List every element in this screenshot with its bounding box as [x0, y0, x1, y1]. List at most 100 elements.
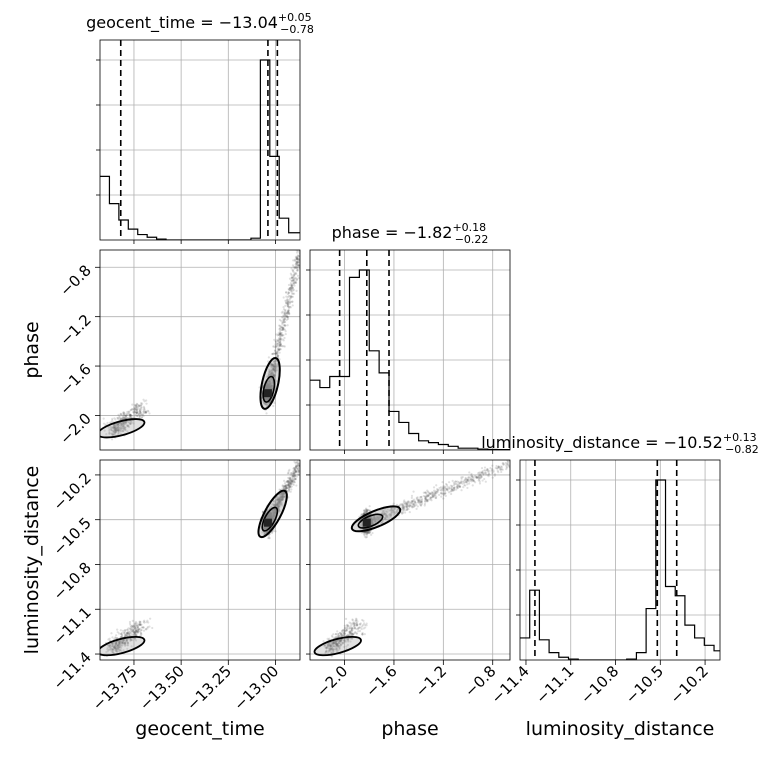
scatter-point: [280, 501, 283, 505]
scatter-point: [111, 433, 115, 436]
scatter-point: [275, 364, 278, 367]
scatter-point: [278, 343, 282, 346]
scatter-point: [123, 416, 127, 420]
scatter-point: [141, 413, 144, 416]
scatter-point: [113, 647, 117, 650]
scatter-point: [136, 626, 139, 629]
scatter-point: [118, 646, 121, 649]
scatter-point: [287, 290, 290, 294]
scatter-point: [276, 369, 279, 372]
scatter-point: [272, 368, 275, 371]
scatter-point: [283, 336, 286, 340]
scatter-point: [293, 267, 296, 270]
scatter-point: [125, 420, 128, 423]
scatter-point: [121, 629, 125, 632]
scatter-point: [112, 651, 115, 654]
scatter-point: [277, 504, 280, 507]
scatter-point: [289, 287, 292, 290]
scatter-point: [366, 509, 369, 512]
scatter-point: [112, 430, 116, 433]
scatter-point: [129, 413, 132, 417]
scatter-point: [281, 491, 285, 494]
scatter-point: [290, 295, 293, 298]
scatter-point: [120, 644, 123, 647]
scatter-point: [279, 341, 282, 344]
scatter-point: [283, 485, 287, 488]
scatter-point: [296, 257, 299, 260]
scatter-point: [366, 530, 369, 533]
scatter-point: [295, 463, 298, 467]
scatter-point: [274, 370, 277, 373]
scatter-point: [142, 398, 145, 401]
scatter-point: [137, 628, 141, 631]
scatter-point: [273, 367, 277, 370]
scatter-point: [271, 363, 274, 366]
scatter-point: [274, 363, 277, 366]
scatter-point: [273, 402, 276, 405]
scatter-point: [279, 343, 282, 346]
scatter-point: [117, 428, 121, 431]
scatter-point: [278, 496, 282, 499]
scatter-point: [272, 352, 275, 355]
scatter-point: [289, 486, 292, 489]
scatter-point: [137, 630, 140, 633]
scatter-point: [124, 421, 127, 424]
scatter-point: [117, 427, 120, 430]
scatter-point: [296, 467, 300, 470]
scatter-phase-luminosity_distance: [313, 460, 510, 658]
scatter-point: [120, 423, 123, 426]
scatter-point: [114, 427, 117, 431]
scatter-point: [134, 407, 137, 410]
scatter-point: [291, 279, 294, 282]
scatter-point: [284, 487, 287, 490]
scatter-point: [295, 266, 298, 269]
scatter-point: [122, 413, 125, 416]
scatter-point: [129, 638, 132, 641]
scatter-point: [114, 642, 117, 645]
scatter-point: [140, 408, 143, 411]
scatter-point: [145, 621, 148, 624]
scatter-point: [118, 649, 121, 652]
scatter-point: [282, 495, 285, 498]
scatter-point: [289, 478, 292, 481]
scatter-point: [116, 645, 119, 648]
scatter-point: [286, 479, 290, 483]
scatter-point: [117, 423, 120, 426]
scatter-point: [271, 502, 275, 505]
contour-secondary: [100, 418, 146, 439]
scatter-point: [279, 333, 282, 336]
scatter-point: [122, 429, 125, 432]
scatter-point: [276, 342, 279, 346]
scatter-point: [286, 312, 289, 315]
scatter-point: [279, 343, 282, 346]
scatter-point: [270, 367, 273, 370]
panel-frame: [519, 459, 721, 661]
scatter-point: [279, 504, 283, 507]
scatter-point: [289, 482, 292, 485]
scatter-point: [285, 484, 288, 488]
scatter-point: [111, 434, 114, 437]
scatter-point: [361, 513, 364, 516]
scatter-point: [124, 641, 127, 644]
scatter-point: [127, 632, 131, 636]
scatter-point: [117, 642, 120, 645]
title-upper-error: +0.18: [452, 221, 486, 234]
scatter-point: [283, 495, 286, 499]
scatter-point: [105, 650, 108, 654]
scatter-point: [296, 464, 299, 468]
scatter-point: [121, 427, 124, 430]
scatter-point: [127, 632, 130, 635]
scatter-point: [276, 345, 279, 348]
scatter-point: [133, 631, 137, 634]
scatter-point: [282, 319, 285, 322]
scatter-point: [115, 646, 118, 649]
scatter-point: [299, 247, 301, 249]
scatter-point: [274, 349, 277, 352]
scatter-point: [279, 500, 282, 503]
scatter-point: [120, 417, 123, 420]
scatter-point: [273, 338, 276, 341]
scatter-point: [290, 276, 293, 280]
scatter-point: [288, 301, 292, 304]
scatter-point: [295, 260, 298, 264]
scatter-point: [286, 315, 289, 319]
